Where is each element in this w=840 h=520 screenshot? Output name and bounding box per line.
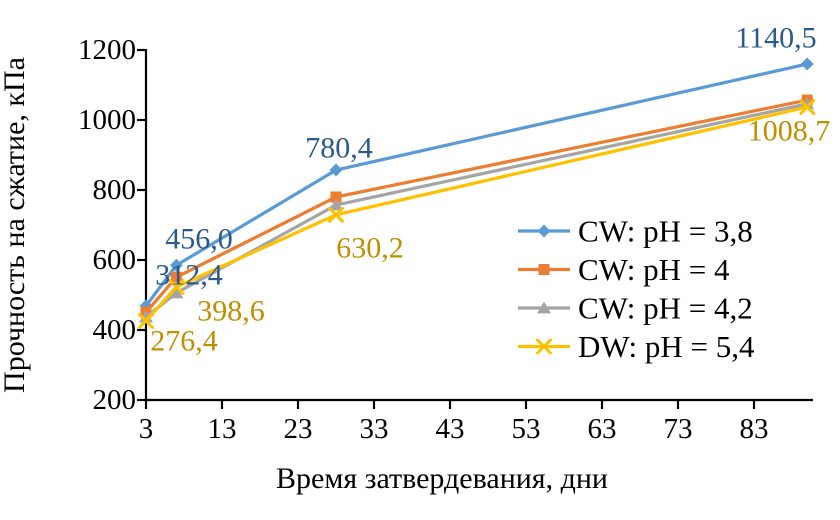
series-cw-ph-4-2: [139, 97, 815, 323]
data-label: 398,6: [197, 295, 265, 328]
triangle-marker-icon: [169, 286, 184, 299]
triangle-marker-icon: [537, 301, 551, 314]
data-label: 312,4: [155, 259, 223, 292]
legend: CW: pH = 3,8CW: pH = 4 CW: pH = 4,2DW: pH…: [518, 214, 755, 364]
triangle-marker-icon: [329, 198, 343, 211]
legend-item: DW: pH = 5,4: [518, 329, 755, 364]
legend-label: CW: pH = 4,2: [578, 291, 753, 326]
x-tick-label: 3: [139, 413, 154, 445]
diamond-marker-icon: [800, 57, 814, 71]
data-label: 456,0: [165, 223, 233, 256]
data-label: 1008,7: [748, 115, 831, 148]
y-tick-label: 600: [93, 244, 137, 276]
x-tick-label: 73: [664, 413, 693, 445]
y-tick-label: 1200: [78, 34, 136, 66]
x-marker-icon: [168, 278, 185, 295]
x-axis-title: Время затвердевания, дни: [276, 462, 608, 495]
legend-item: CW: pH = 4: [518, 252, 730, 287]
x-tick-label: 33: [360, 413, 389, 445]
series-cw-ph-4-line: [144, 98, 809, 314]
y-tick-label: 200: [93, 384, 137, 416]
square-marker-icon: [170, 271, 182, 283]
triangle-marker-icon: [139, 310, 153, 323]
diamond-marker-icon: [169, 258, 183, 272]
x-tick-label: 83: [740, 413, 769, 445]
series-dw-ph-5-4-line: [144, 105, 809, 323]
series-dw-ph-5-4: [138, 99, 816, 329]
series-cw-ph-3-8-line: [144, 62, 809, 308]
x-marker-icon: [138, 312, 154, 329]
diamond-marker-icon: [537, 224, 551, 238]
data-label: 630,2: [336, 232, 404, 265]
legend-item: CW: pH = 3,8: [518, 214, 753, 249]
x-marker-icon: [799, 99, 816, 116]
data-label: 1140,5: [735, 22, 816, 55]
legend-label: CW: pH = 4: [578, 252, 730, 287]
square-marker-icon: [538, 264, 550, 275]
y-tick-label: 800: [93, 174, 137, 206]
x-marker-icon: [536, 338, 552, 355]
square-marker-icon: [330, 191, 342, 203]
y-tick-label: 400: [93, 314, 137, 346]
series-cw-ph-3-8: [139, 57, 814, 313]
diamond-marker-icon: [329, 163, 343, 177]
legend-label: CW: pH = 3,8: [578, 214, 753, 249]
x-tick-label: 13: [208, 413, 237, 445]
x-marker-icon: [328, 206, 344, 223]
x-tick-label: 53: [512, 413, 541, 445]
data-label: 780,4: [305, 132, 373, 165]
x-tick-label: 63: [588, 413, 617, 445]
legend-item: CW: pH = 4,2: [518, 291, 753, 326]
legend-label: DW: pH = 5,4: [578, 329, 755, 364]
x-tick-label: 23: [284, 413, 313, 445]
y-axis-title: Прочность на сжатие, кПа: [0, 57, 31, 393]
x-tick-label: 43: [436, 413, 465, 445]
data-label: 276,4: [150, 325, 218, 358]
y-tick-label: 1000: [78, 104, 136, 136]
